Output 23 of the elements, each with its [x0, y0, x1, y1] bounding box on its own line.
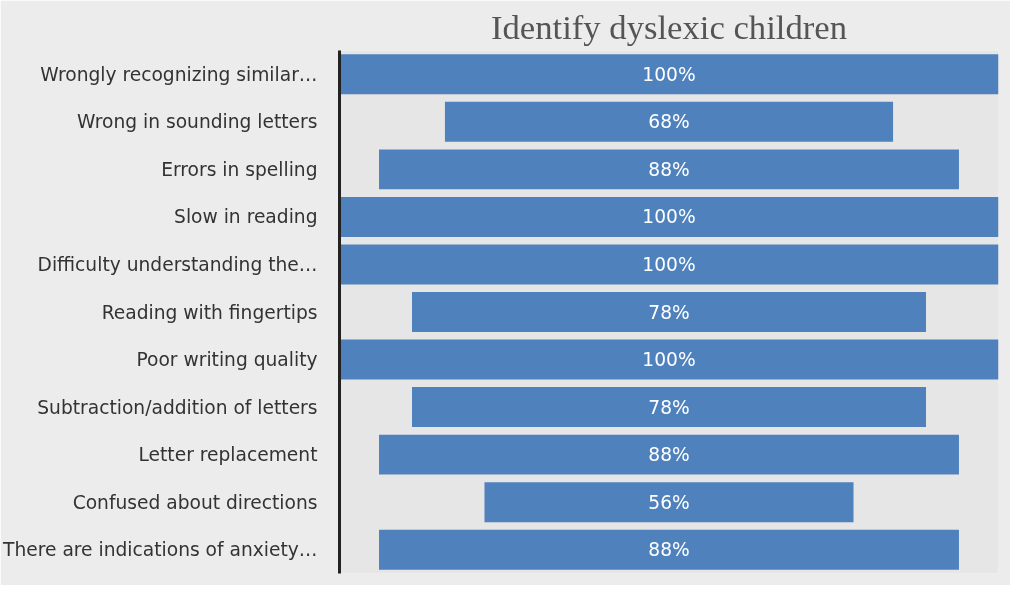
category-label: Wrongly recognizing similar…: [40, 63, 318, 85]
data-label: 88%: [648, 444, 690, 466]
data-label: 56%: [648, 491, 690, 513]
data-label: 100%: [642, 63, 696, 85]
category-label: Wrong in sounding letters: [77, 111, 318, 133]
data-label: 88%: [648, 158, 690, 180]
category-label: Poor writing quality: [136, 349, 318, 371]
category-label: There are indications of anxiety…: [2, 539, 318, 561]
data-label: 68%: [648, 111, 690, 133]
data-label: 78%: [648, 396, 690, 418]
data-label: 100%: [642, 206, 696, 228]
text: Identify dyslexic children: [490, 7, 848, 46]
data-label: 78%: [648, 301, 690, 323]
category-label: Letter replacement: [138, 444, 318, 466]
category-label: Confused about directions: [72, 491, 318, 513]
category-label: Errors in spelling: [161, 158, 318, 180]
category-label: Reading with fingertips: [101, 301, 318, 323]
category-label: Slow in reading: [174, 206, 318, 228]
data-label: 100%: [642, 349, 696, 371]
data-label: 100%: [642, 253, 696, 275]
category-label: Difficulty understanding the…: [37, 253, 318, 275]
category-label: Subtraction/addition of letters: [37, 396, 318, 418]
data-label: 88%: [648, 539, 690, 561]
